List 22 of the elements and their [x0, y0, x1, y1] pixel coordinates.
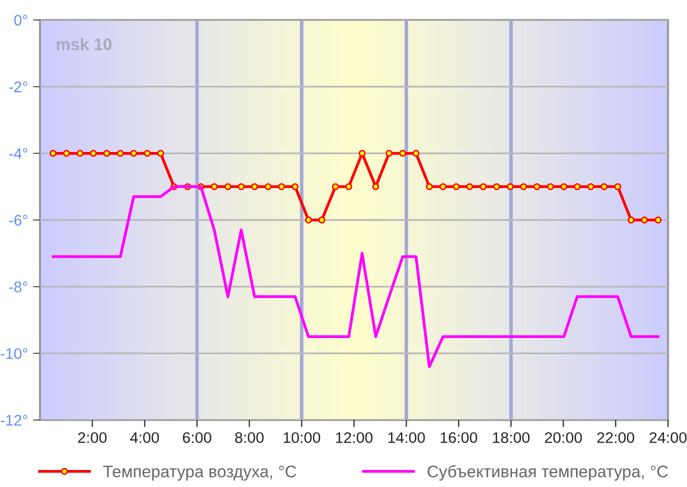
y-tick-label: -4° — [9, 148, 28, 159]
legend-label: Субъективная температура, °C — [428, 465, 668, 481]
y-tick-label: -12° — [0, 414, 28, 426]
x-tick-label: 24:00 — [650, 432, 687, 444]
x-tick-label: 22:00 — [597, 432, 634, 444]
x-tick-label: 18:00 — [493, 432, 530, 444]
x-tick-label: 14:00 — [388, 432, 425, 444]
y-tick-label: -8° — [9, 282, 28, 292]
x-tick-label: 8:00 — [235, 432, 264, 444]
x-tick-label: 4:00 — [130, 432, 159, 444]
legend-label: Температура воздуха, °C — [103, 466, 296, 481]
x-tick-label: 10:00 — [284, 432, 320, 444]
x-tick-label: 12:00 — [336, 432, 373, 444]
y-tick-label: -2° — [9, 82, 28, 92]
y-tick-label: -10° — [0, 348, 28, 360]
y-tick-label: 0° — [14, 14, 28, 26]
x-tick-label: 20:00 — [544, 432, 582, 444]
x-tick-label: 2:00 — [78, 432, 107, 444]
annotation: msk 10 — [56, 38, 112, 50]
x-tick-label: 6:00 — [182, 432, 212, 444]
y-tick-label: -6° — [9, 214, 28, 226]
x-tick-label: 16:00 — [440, 432, 478, 444]
